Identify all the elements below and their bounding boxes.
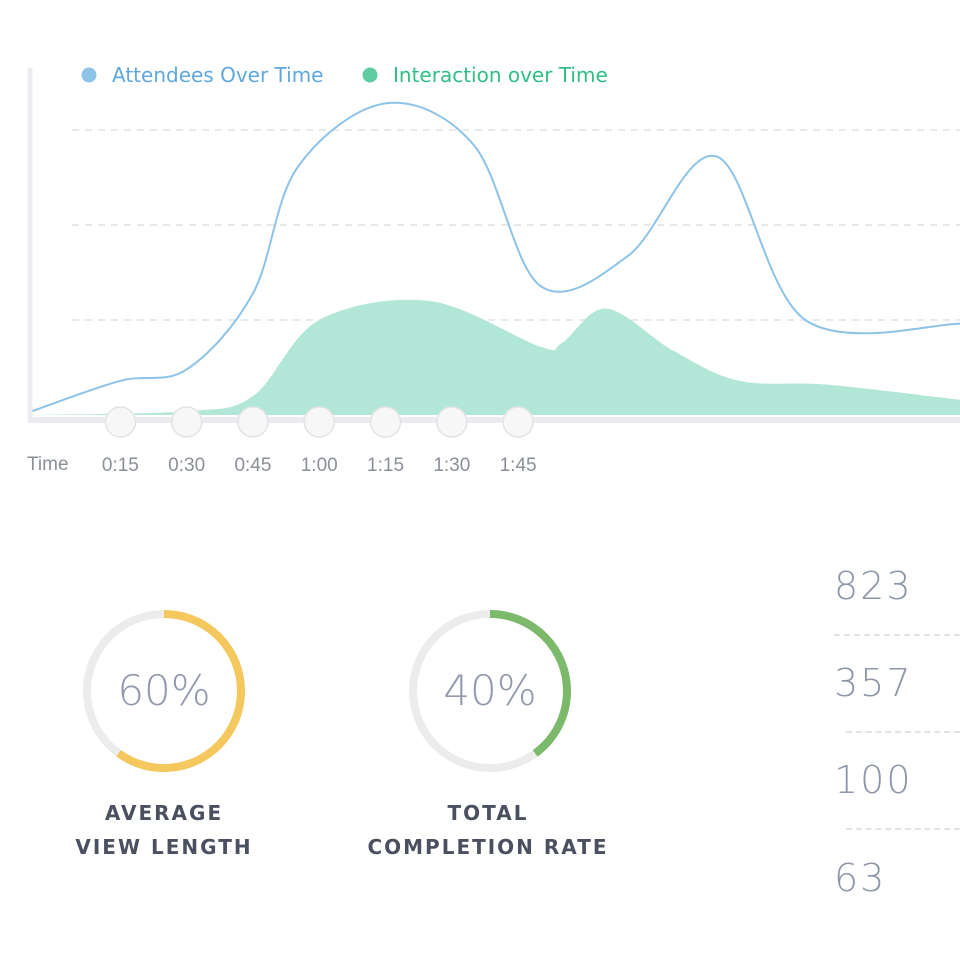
total-completion-rate-value: 40% xyxy=(443,666,537,715)
series-area-layer xyxy=(32,299,960,415)
x-tick-marker[interactable] xyxy=(104,406,137,438)
number-divider xyxy=(834,634,960,636)
x-tick-marker[interactable] xyxy=(303,406,335,438)
stat-number: 823 xyxy=(834,564,913,608)
x-tick-marker[interactable] xyxy=(369,406,402,438)
x-tick-label: 0:15 xyxy=(102,455,139,476)
x-tick-marker[interactable] xyxy=(170,406,203,438)
x-tick-marker[interactable] xyxy=(436,406,468,438)
legend-swatch xyxy=(362,67,378,83)
x-tick-label: 1:30 xyxy=(433,455,470,476)
ring-label-line: VIEW LENGTH xyxy=(75,835,253,859)
total-completion-rate-ring: 40% xyxy=(405,606,575,776)
legend: Attendees Over Time Interaction over Time xyxy=(81,63,608,87)
x-tick-marker[interactable] xyxy=(237,406,269,438)
series-line-layer xyxy=(31,101,960,413)
x-tick-layer: 0:15 0:30 0:45 1:00 1:15 1:30 1:45 Time xyxy=(27,406,537,476)
number-divider xyxy=(846,828,960,830)
legend-label: Interaction over Time xyxy=(393,63,608,87)
ring-label-line: AVERAGE xyxy=(104,801,224,825)
x-tick-marker[interactable] xyxy=(502,406,534,438)
grid-lines xyxy=(72,129,960,321)
number-divider xyxy=(846,731,960,733)
x-tick-label: 1:15 xyxy=(367,455,404,476)
legend-label: Attendees Over Time xyxy=(112,63,323,87)
average-view-length-label: AVERAGE VIEW LENGTH xyxy=(14,796,314,864)
stat-number: 100 xyxy=(834,758,913,802)
x-tick-label: 0:30 xyxy=(168,455,205,476)
stat-number: 63 xyxy=(834,856,887,900)
ring-progress-arc xyxy=(409,610,571,772)
x-tick-label: 0:45 xyxy=(234,455,271,476)
series-attendees-line xyxy=(31,101,960,413)
x-tick-label: 1:00 xyxy=(301,455,338,476)
total-completion-rate-label: TOTAL COMPLETION RATE xyxy=(338,796,638,864)
ring-label-line: COMPLETION RATE xyxy=(367,835,609,859)
area-chart: 0:15 0:30 0:45 1:00 1:15 1:30 1:45 Time Attende… xyxy=(27,63,960,476)
legend-swatch xyxy=(81,67,97,83)
stat-number: 357 xyxy=(834,661,913,705)
average-view-length-value: 60% xyxy=(117,666,211,715)
x-tick-label: 1:45 xyxy=(500,455,537,476)
x-axis-title: Time xyxy=(27,454,69,475)
ring-label-line: TOTAL xyxy=(447,801,529,825)
average-view-length-ring: 60% xyxy=(79,606,249,776)
series-interaction-area xyxy=(32,299,960,415)
ring-progress-arc xyxy=(83,610,245,772)
